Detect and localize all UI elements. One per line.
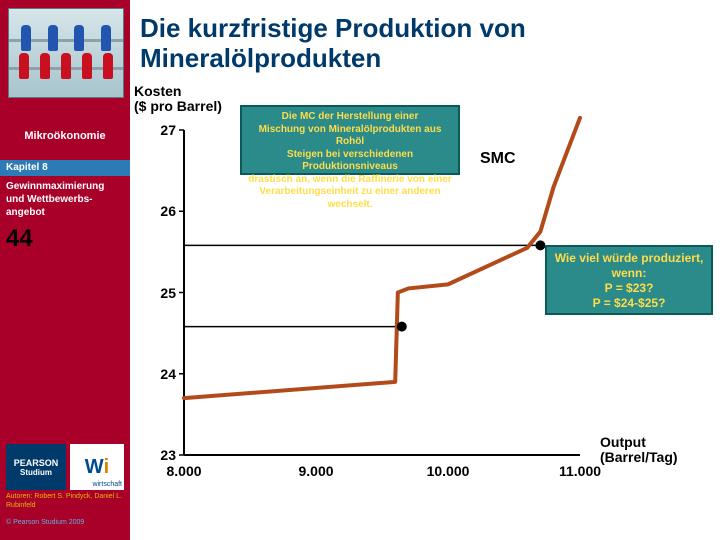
callout-explain-l4: drastisch an, wenn die Raffinerie von ei… [248,174,451,185]
callout-prompt: Wie viel würde produziert, wenn: P = $23… [545,245,713,315]
callout-prompt-l1: Wie viel würde produziert, [555,251,704,265]
callout-prompt-l3: P = $23? [605,281,654,295]
sidebar: Mikroökonomie Kapitel 8 Gewinnmaximierun… [0,0,130,540]
pearson-sub: Studium [20,468,52,477]
callout-explain: Die MC der Herstellung einer Mischung vo… [240,105,460,175]
chart-area: Kosten ($ pro Barrel) Output (Barrel/Tag… [130,90,720,530]
wi-sub: wirtschaft [92,481,122,488]
chapter-topic: Gewinnmaximierung und Wettbewerbs-angebo… [6,180,124,219]
authors: Autoren: Robert S. Pindyck, Daniel L. Ru… [6,493,124,510]
callout-prompt-l4: P = $24-$25? [593,296,666,310]
page-title: Die kurzfristige Produktion von Mineralö… [140,14,700,74]
chapter-band: Kapitel 8 [0,160,130,176]
sidebar-photo [8,8,124,98]
callout-explain-l3: Steigen bei verschiedenen Produktionsniv… [287,149,413,173]
callout-explain-l2: Mischung von Mineralölprodukten aus Rohö… [259,124,442,148]
slide-number: 44 [6,225,33,253]
pearson-text: PEARSON [14,458,59,468]
callout-explain-l1: Die MC der Herstellung einer [282,111,419,122]
slide-root: Mikroökonomie Kapitel 8 Gewinnmaximierun… [0,0,720,540]
course-label: Mikroökonomie [0,130,130,142]
pearson-logo: PEARSON Studium [6,444,66,490]
copyright: © Pearson Studium 2009 [6,519,124,526]
callout-prompt-l2: wenn: [612,266,647,280]
